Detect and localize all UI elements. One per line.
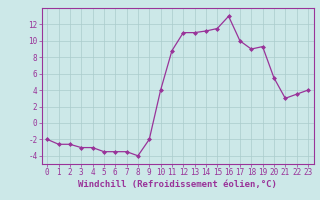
X-axis label: Windchill (Refroidissement éolien,°C): Windchill (Refroidissement éolien,°C) — [78, 180, 277, 189]
